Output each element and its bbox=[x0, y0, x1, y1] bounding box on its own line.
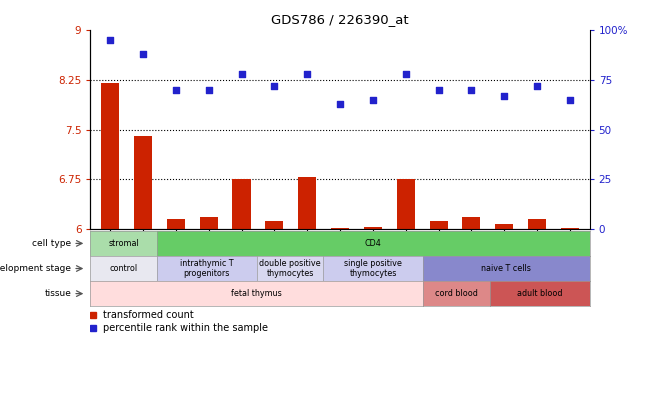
Bar bbox=[232, 179, 251, 229]
Text: CD4: CD4 bbox=[365, 239, 382, 248]
Bar bbox=[528, 219, 546, 229]
Text: development stage: development stage bbox=[0, 264, 72, 273]
Point bbox=[170, 87, 181, 93]
Text: single positive
thymocytes: single positive thymocytes bbox=[344, 259, 402, 278]
Point bbox=[433, 87, 444, 93]
Bar bbox=[364, 227, 382, 229]
Point bbox=[203, 87, 214, 93]
Bar bbox=[134, 136, 152, 229]
Point bbox=[105, 37, 115, 44]
Text: adult blood: adult blood bbox=[517, 289, 562, 298]
Bar bbox=[331, 228, 349, 229]
Text: cell type: cell type bbox=[32, 239, 72, 248]
Text: control: control bbox=[110, 264, 138, 273]
Text: transformed count: transformed count bbox=[103, 310, 194, 320]
Point bbox=[499, 93, 510, 99]
Bar bbox=[265, 221, 283, 229]
Point bbox=[269, 83, 279, 89]
Point bbox=[302, 71, 312, 77]
Point bbox=[401, 71, 411, 77]
Text: percentile rank within the sample: percentile rank within the sample bbox=[103, 323, 268, 333]
Point bbox=[137, 51, 148, 58]
Bar bbox=[298, 177, 316, 229]
Text: intrathymic T
progenitors: intrathymic T progenitors bbox=[180, 259, 234, 278]
Bar bbox=[167, 219, 185, 229]
Point bbox=[236, 71, 247, 77]
Point bbox=[368, 96, 379, 103]
Bar bbox=[397, 179, 415, 229]
Bar bbox=[429, 221, 448, 229]
Text: cord blood: cord blood bbox=[435, 289, 478, 298]
Point bbox=[466, 87, 477, 93]
Bar bbox=[200, 217, 218, 229]
Bar bbox=[462, 217, 480, 229]
Bar bbox=[561, 228, 579, 229]
Text: naive T cells: naive T cells bbox=[482, 264, 531, 273]
Bar bbox=[495, 224, 513, 229]
Point bbox=[334, 100, 346, 107]
Title: GDS786 / 226390_at: GDS786 / 226390_at bbox=[271, 13, 409, 26]
Bar bbox=[101, 83, 119, 229]
Point bbox=[565, 96, 576, 103]
Point bbox=[532, 83, 543, 89]
Text: tissue: tissue bbox=[44, 289, 72, 298]
Text: double positive
thymocytes: double positive thymocytes bbox=[259, 259, 321, 278]
Text: fetal thymus: fetal thymus bbox=[231, 289, 282, 298]
Text: stromal: stromal bbox=[109, 239, 139, 248]
